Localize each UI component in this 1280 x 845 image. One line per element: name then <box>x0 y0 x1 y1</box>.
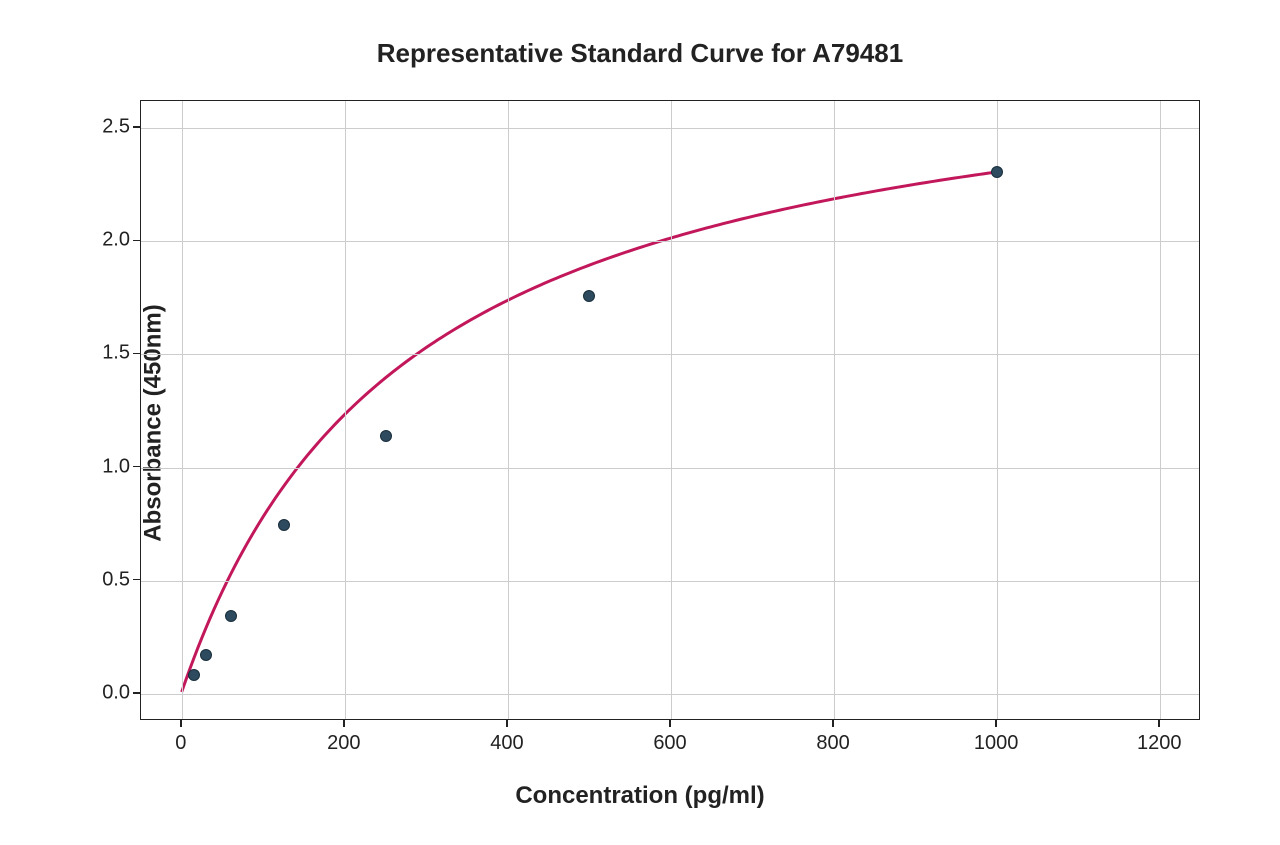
y-tick-mark <box>133 240 140 242</box>
y-tick-label: 2.5 <box>90 116 130 139</box>
grid-line-horizontal <box>141 241 1199 242</box>
data-point <box>188 669 200 681</box>
y-tick-label: 2.0 <box>90 229 130 252</box>
data-point <box>200 649 212 661</box>
data-point <box>583 290 595 302</box>
y-tick-mark <box>133 353 140 355</box>
x-tick-label: 800 <box>816 732 849 755</box>
chart-container: Representative Standard Curve for A79481… <box>0 0 1280 845</box>
x-tick-label: 400 <box>490 732 523 755</box>
x-tick-mark <box>669 720 671 727</box>
data-point <box>225 610 237 622</box>
y-tick-mark <box>133 126 140 128</box>
grid-line-vertical <box>1160 101 1161 719</box>
y-tick-mark <box>133 692 140 694</box>
grid-line-horizontal <box>141 354 1199 355</box>
grid-line-vertical <box>345 101 346 719</box>
grid-line-vertical <box>182 101 183 719</box>
x-tick-label: 200 <box>327 732 360 755</box>
grid-line-vertical <box>508 101 509 719</box>
x-tick-label: 600 <box>653 732 686 755</box>
grid-line-vertical <box>671 101 672 719</box>
x-tick-mark <box>995 720 997 727</box>
x-tick-mark <box>506 720 508 727</box>
x-tick-label: 0 <box>175 732 186 755</box>
x-tick-label: 1000 <box>974 732 1019 755</box>
data-point <box>278 519 290 531</box>
grid-line-horizontal <box>141 128 1199 129</box>
y-tick-mark <box>133 579 140 581</box>
fit-curve <box>141 101 1199 719</box>
y-tick-label: 1.5 <box>90 342 130 365</box>
y-tick-label: 0.0 <box>90 681 130 704</box>
x-tick-mark <box>1158 720 1160 727</box>
grid-line-horizontal <box>141 694 1199 695</box>
x-tick-mark <box>180 720 182 727</box>
grid-line-vertical <box>997 101 998 719</box>
plot-area <box>140 100 1200 720</box>
x-axis-label: Concentration (pg/ml) <box>0 782 1280 810</box>
data-point <box>991 166 1003 178</box>
grid-line-horizontal <box>141 468 1199 469</box>
y-tick-mark <box>133 466 140 468</box>
x-tick-mark <box>832 720 834 727</box>
fit-curve-path <box>182 172 996 692</box>
chart-title: Representative Standard Curve for A79481 <box>0 38 1280 69</box>
y-tick-label: 0.5 <box>90 568 130 591</box>
grid-line-horizontal <box>141 581 1199 582</box>
x-tick-mark <box>343 720 345 727</box>
x-tick-label: 1200 <box>1137 732 1182 755</box>
grid-line-vertical <box>834 101 835 719</box>
data-point <box>380 430 392 442</box>
y-tick-label: 1.0 <box>90 455 130 478</box>
